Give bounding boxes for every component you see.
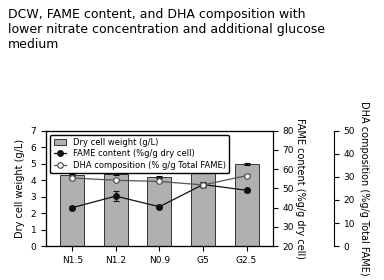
Y-axis label: Dry cell weight (g/L): Dry cell weight (g/L): [15, 139, 25, 238]
Bar: [191, 150, 215, 246]
Bar: [104, 174, 128, 246]
Bar: [60, 175, 84, 246]
Y-axis label: DHA composition (%g/g Total FAME): DHA composition (%g/g Total FAME): [359, 101, 369, 276]
Bar: [147, 177, 171, 246]
Legend: Dry cell weight (g/L), FAME content (%g/g dry cell), DHA composition (% g/g Tota: Dry cell weight (g/L), FAME content (%g/…: [50, 135, 229, 173]
Y-axis label: FAME content (%g/g dry cell): FAME content (%g/g dry cell): [295, 118, 305, 259]
Bar: [235, 164, 258, 246]
Text: DCW, FAME content, and DHA composition with
lower nitrate concentration and addi: DCW, FAME content, and DHA composition w…: [8, 8, 325, 52]
